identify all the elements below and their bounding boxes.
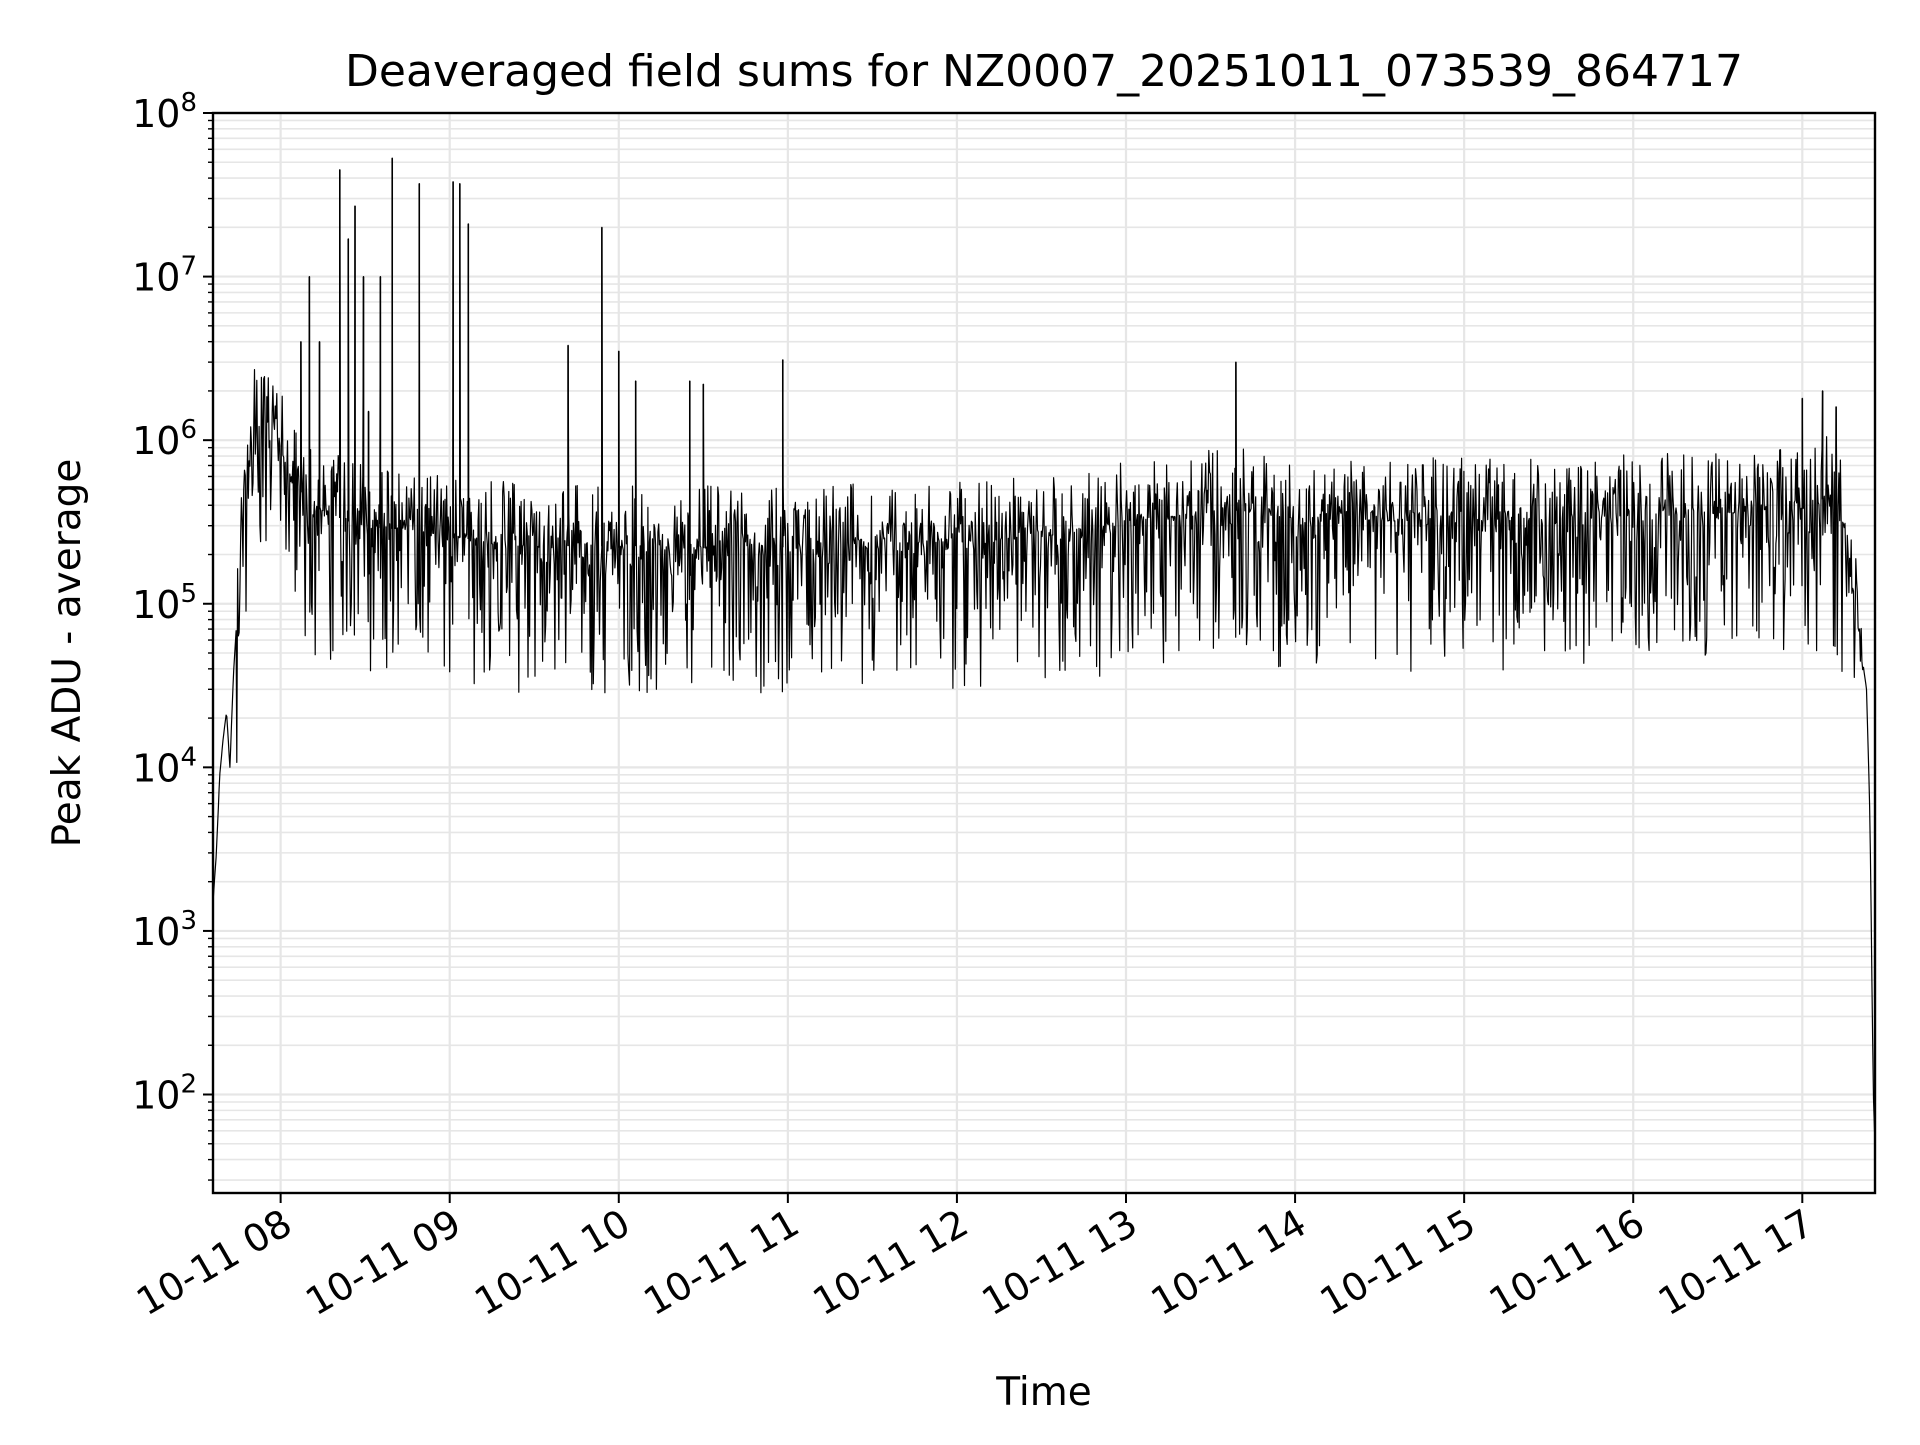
y-tick-label: 103 (132, 906, 197, 954)
x-tick-label: 10-11 08 (129, 1201, 299, 1325)
y-tick-label: 106 (132, 415, 197, 463)
x-tick-label: 10-11 12 (805, 1201, 975, 1325)
x-tick-label: 10-11 09 (298, 1201, 468, 1325)
grid-layer (213, 111, 1875, 1193)
x-tick-label: 10-11 17 (1651, 1201, 1821, 1325)
x-tick-label: 10-11 15 (1313, 1201, 1483, 1325)
y-tick-label: 107 (132, 252, 197, 300)
x-tick-label: 10-11 14 (1144, 1201, 1314, 1325)
y-tick-label: 102 (132, 1070, 197, 1118)
x-axis-label: Time (995, 1370, 1091, 1415)
y-tick-label: 108 (132, 88, 197, 136)
data-layer (213, 157, 1875, 1144)
x-tick-label: 10-11 13 (975, 1201, 1145, 1325)
x-tick-label: 10-11 11 (636, 1201, 806, 1325)
y-tick-label: 104 (132, 742, 197, 790)
y-tick-label: 105 (132, 579, 197, 627)
series-line (213, 157, 1875, 1144)
tick-layer: 10-11 08 10-11 09 10-11 10 10-11 11 10-11 12… (129, 88, 1821, 1324)
x-tick-label: 10-11 16 (1482, 1201, 1652, 1325)
x-tick-label: 10-11 10 (467, 1201, 637, 1325)
y-axis-label: Peak ADU - average (45, 459, 90, 848)
chart-title: Deaveraged field sums for NZ0007_2025101… (345, 46, 1743, 97)
